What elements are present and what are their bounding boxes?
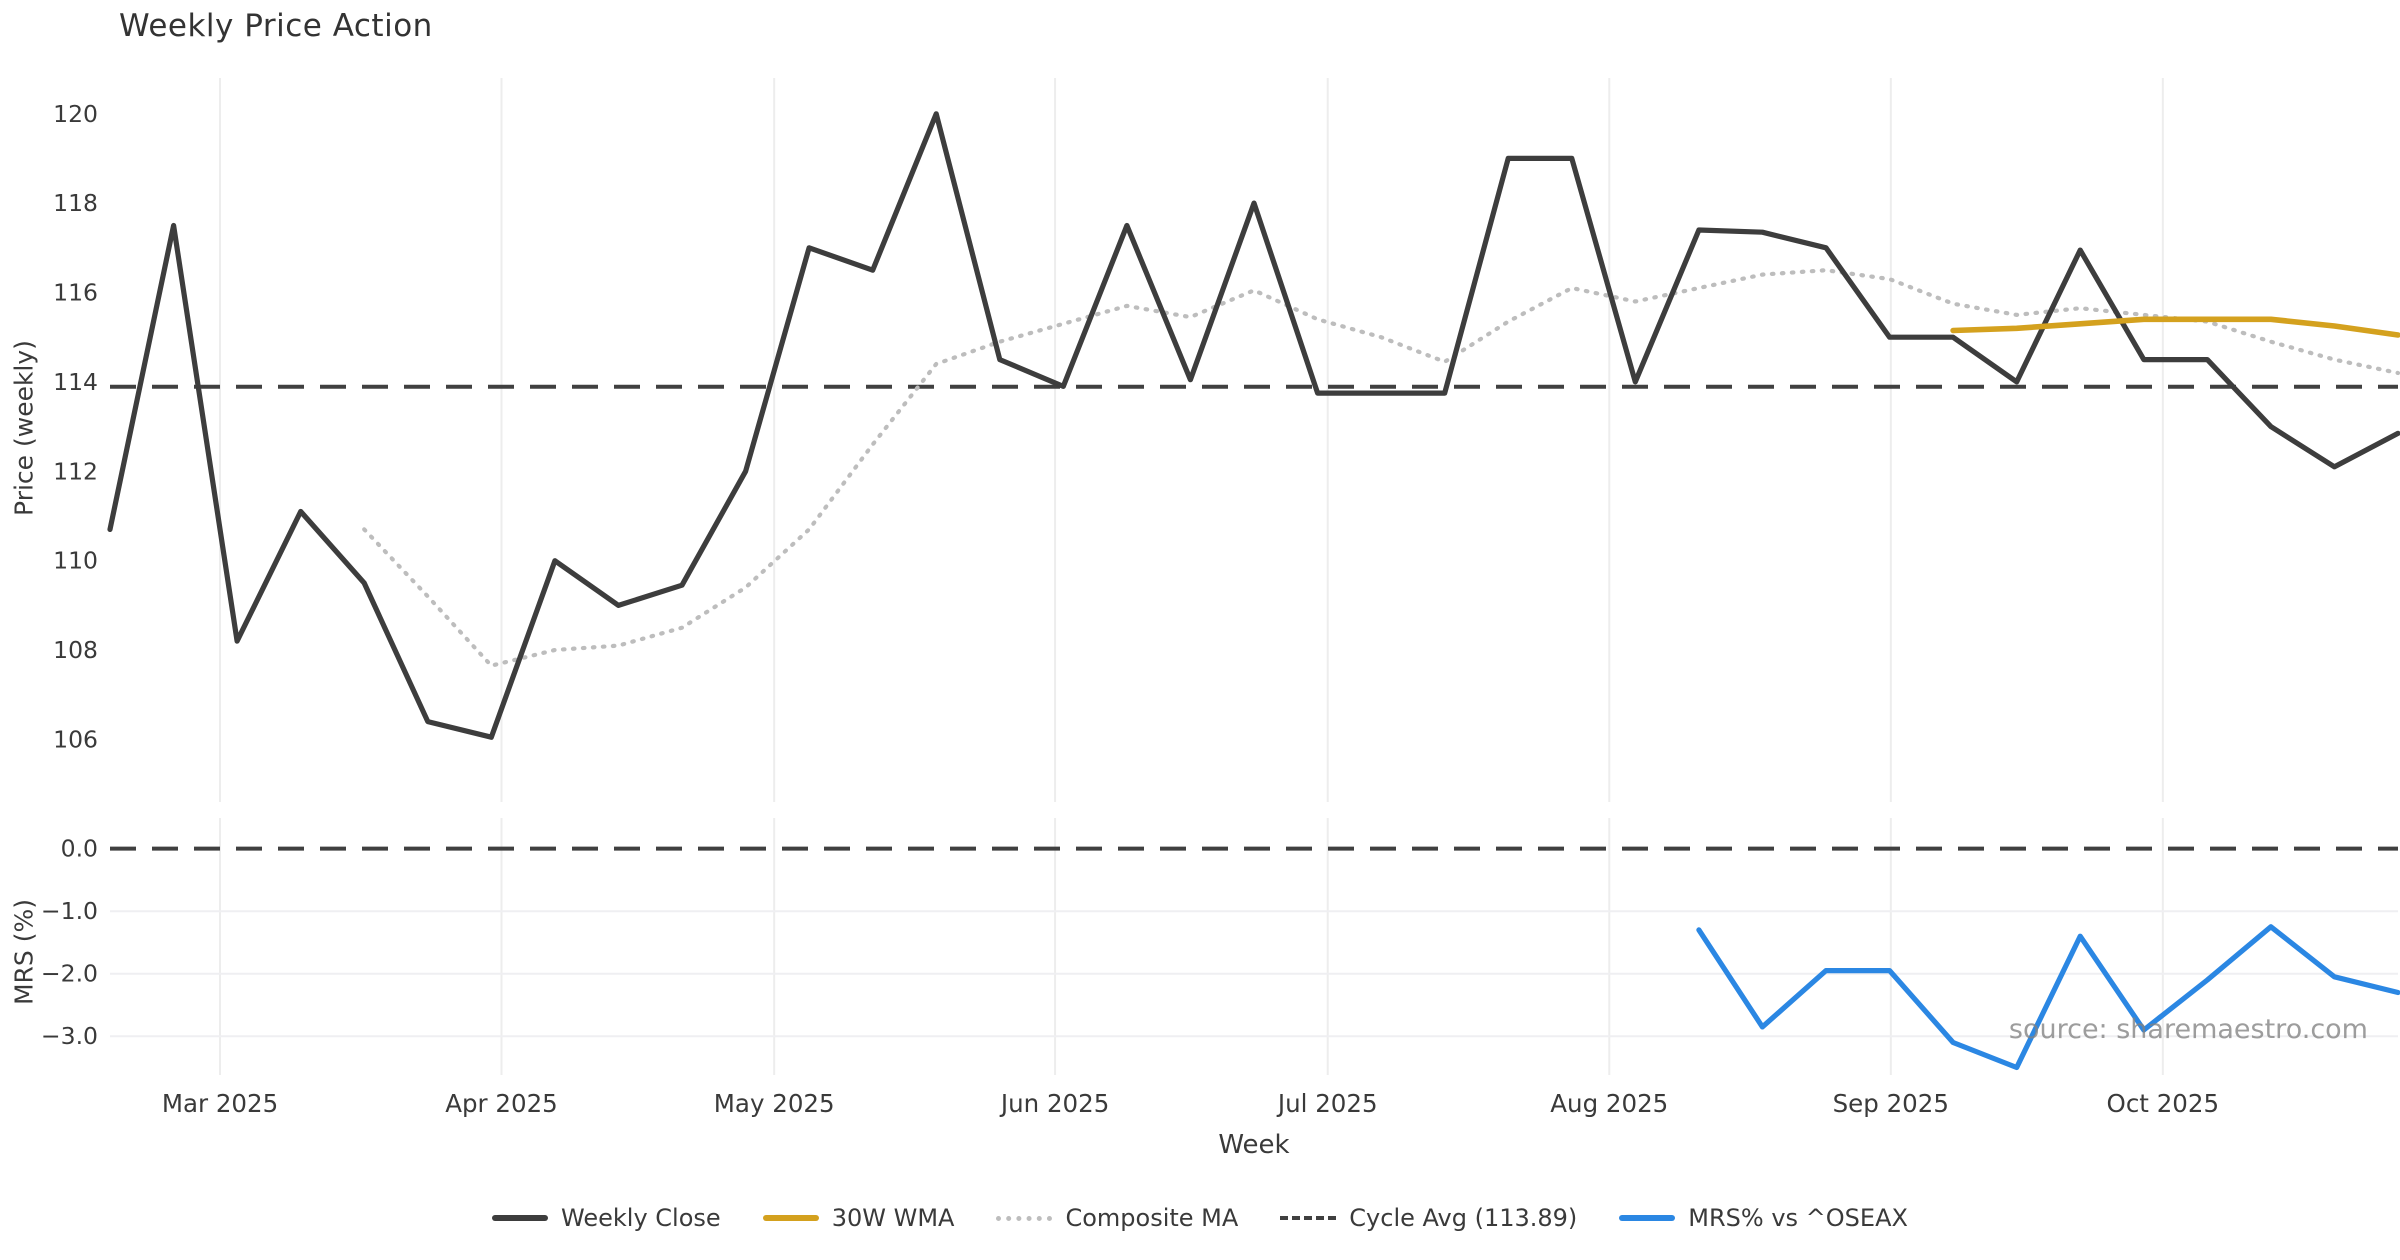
- weekly-close-line-swatch-icon: [492, 1215, 549, 1221]
- mrs-line-swatch-icon: [1619, 1215, 1676, 1221]
- legend-label: Weekly Close: [561, 1204, 721, 1232]
- x-tick-label: Jun 2025: [999, 1089, 1109, 1118]
- y-tick-label: 116: [53, 279, 98, 307]
- y-tick-label: −3.0: [41, 1022, 98, 1050]
- y-tick-label: 0.0: [61, 835, 98, 863]
- y-tick-label: 110: [53, 547, 98, 575]
- y-tick-label: 108: [53, 636, 98, 664]
- price-axis-label: Price (weekly): [9, 340, 39, 516]
- gridlines: [110, 78, 2398, 1075]
- series-30w-wma: [1950, 316, 2400, 338]
- mrs-axis-label: MRS (%): [9, 898, 39, 1006]
- legend-item-30w-wma: 30W WMA: [762, 1204, 955, 1232]
- x-tick-label: Aug 2025: [1550, 1089, 1668, 1118]
- mrs-ytick-labels: 0.0 −1.0 −2.0 −3.0: [41, 835, 98, 1051]
- y-tick-label: −2.0: [41, 960, 98, 988]
- y-tick-label: 120: [53, 100, 98, 128]
- y-tick-label: 112: [53, 457, 98, 485]
- x-tick-labels: Mar 2025 Apr 2025 May 2025 Jun 2025 Jul 2025…: [162, 1089, 2219, 1118]
- legend-item-mrs: MRS% vs ^OSEAX: [1619, 1204, 1908, 1232]
- y-tick-label: 118: [53, 189, 98, 217]
- x-tick-label: Oct 2025: [2107, 1089, 2220, 1118]
- legend-label: MRS% vs ^OSEAX: [1688, 1204, 1908, 1232]
- price-ytick-labels: 106 108 110 112 114 116 118 120: [53, 100, 98, 754]
- legend-item-cycle-avg: Cycle Avg (113.89): [1280, 1204, 1577, 1232]
- series-composite-ma: [362, 268, 2400, 668]
- legend-label: Composite MA: [1065, 1204, 1239, 1232]
- legend-item-composite-ma: Composite MA: [996, 1204, 1238, 1232]
- x-axis-label: Week: [1218, 1130, 1290, 1160]
- series-mrs: [1696, 924, 2400, 1071]
- reference-lines: [110, 384, 2398, 851]
- x-tick-label: Mar 2025: [162, 1089, 278, 1118]
- chart-title: Weekly Price Action: [119, 8, 433, 44]
- legend-label: Cycle Avg (113.89): [1349, 1204, 1578, 1232]
- cycle-avg-swatch-icon: [1280, 1216, 1337, 1220]
- x-tick-label: Jul 2025: [1276, 1089, 1378, 1118]
- y-tick-label: −1.0: [41, 897, 98, 925]
- series-weekly-close: [107, 111, 2400, 740]
- x-tick-label: Apr 2025: [445, 1089, 558, 1118]
- wma-line-swatch-icon: [762, 1215, 819, 1221]
- x-tick-label: Sep 2025: [1833, 1089, 1949, 1118]
- legend-label: 30W WMA: [831, 1204, 955, 1232]
- watermark: source: sharemaestro.com: [2008, 1014, 2368, 1045]
- y-tick-label: 106: [53, 725, 98, 753]
- x-tick-label: May 2025: [714, 1089, 835, 1118]
- y-tick-label: 114: [53, 368, 98, 396]
- legend: Weekly Close 30W WMA Composite MA Cycle …: [0, 1204, 2400, 1232]
- legend-item-weekly-close: Weekly Close: [492, 1204, 721, 1232]
- composite-ma-swatch-icon: [996, 1215, 1053, 1221]
